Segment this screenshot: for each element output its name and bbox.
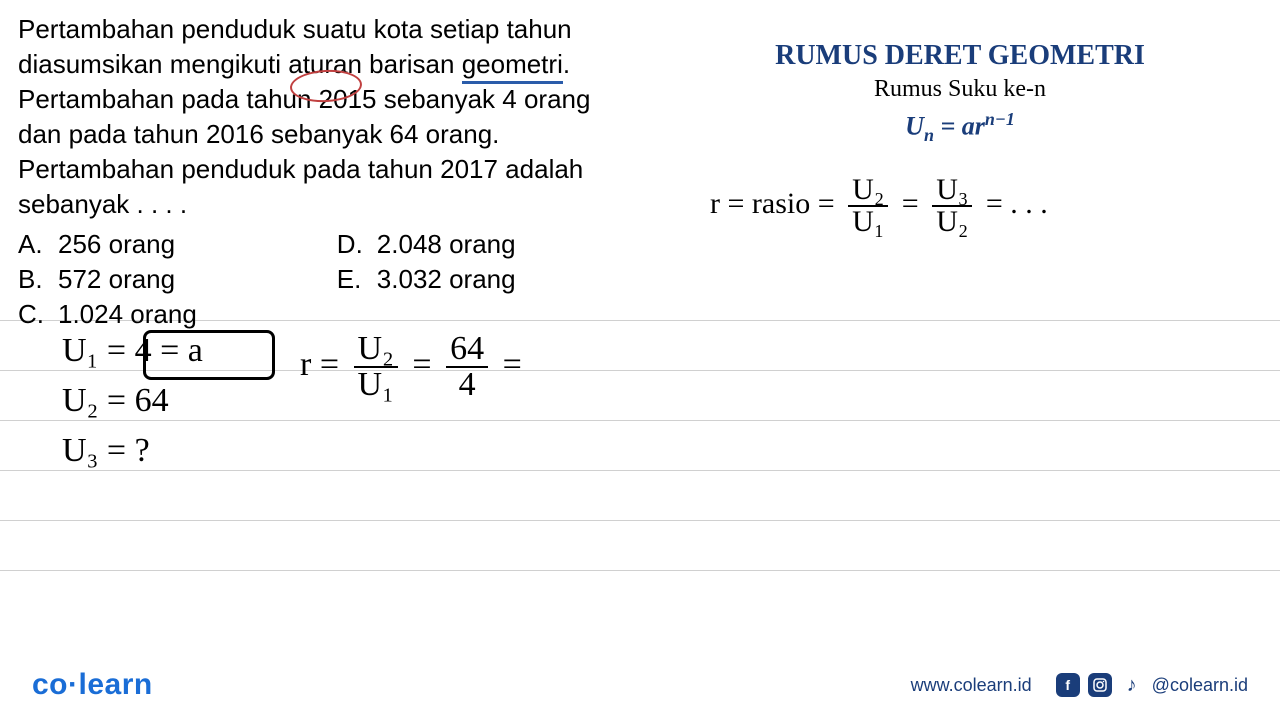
handwritten-u3: U₃ = ?	[62, 432, 150, 470]
formula-title: RUMUS DERET GEOMETRI	[680, 40, 1240, 72]
choice-b: B.572 orang	[18, 264, 197, 295]
problem-line-2c: .	[563, 49, 570, 79]
choice-c: C.1.024 orang	[18, 299, 197, 330]
choice-e: E.3.032 orang	[337, 264, 516, 295]
formula-subtitle: Rumus Suku ke-n	[680, 76, 1240, 103]
social-handle: @colearn.id	[1152, 675, 1248, 696]
choice-d: D.2.048 orang	[337, 229, 516, 260]
footer: co·learn www.colearn.id f ♪ @colearn.id	[0, 668, 1280, 702]
handwritten-rasio: r = rasio = U₂U₁ = U₃U₂ = . . .	[710, 175, 1048, 237]
problem-line-6: sebanyak . . . .	[18, 189, 187, 219]
logo: co·learn	[32, 668, 153, 702]
problem-text: Pertambahan penduduk suatu kota setiap t…	[18, 12, 658, 223]
problem-line-1: Pertambahan penduduk suatu kota setiap t…	[18, 14, 572, 44]
instagram-icon	[1088, 673, 1112, 697]
problem-line-4: dan pada tahun 2016 sebanyak 64 orang.	[18, 119, 499, 149]
choice-a: A.256 orang	[18, 229, 197, 260]
handwritten-u2: U₂ = 64	[62, 382, 169, 420]
facebook-icon: f	[1056, 673, 1080, 697]
site-url: www.colearn.id	[911, 675, 1032, 696]
formula-equation: Un = arn−1	[680, 109, 1240, 146]
problem-line-5: Pertambahan penduduk pada tahun 2017 ada…	[18, 154, 583, 184]
problem-line-2a: diasumsikan mengikuti aturan barisan	[18, 49, 462, 79]
box-around-a	[143, 330, 275, 380]
underlined-word: geometri	[462, 47, 563, 82]
tiktok-icon: ♪	[1120, 673, 1144, 697]
formula-panel: RUMUS DERET GEOMETRI Rumus Suku ke-n Un …	[680, 40, 1240, 146]
problem-block: Pertambahan penduduk suatu kota setiap t…	[18, 12, 658, 330]
handwritten-r-eq: r = U₂U₁ = 644 =	[300, 332, 522, 402]
choices: A.256 orang B.572 orang C.1.024 orang D.…	[18, 229, 658, 330]
social-icons: f ♪ @colearn.id	[1056, 673, 1248, 697]
